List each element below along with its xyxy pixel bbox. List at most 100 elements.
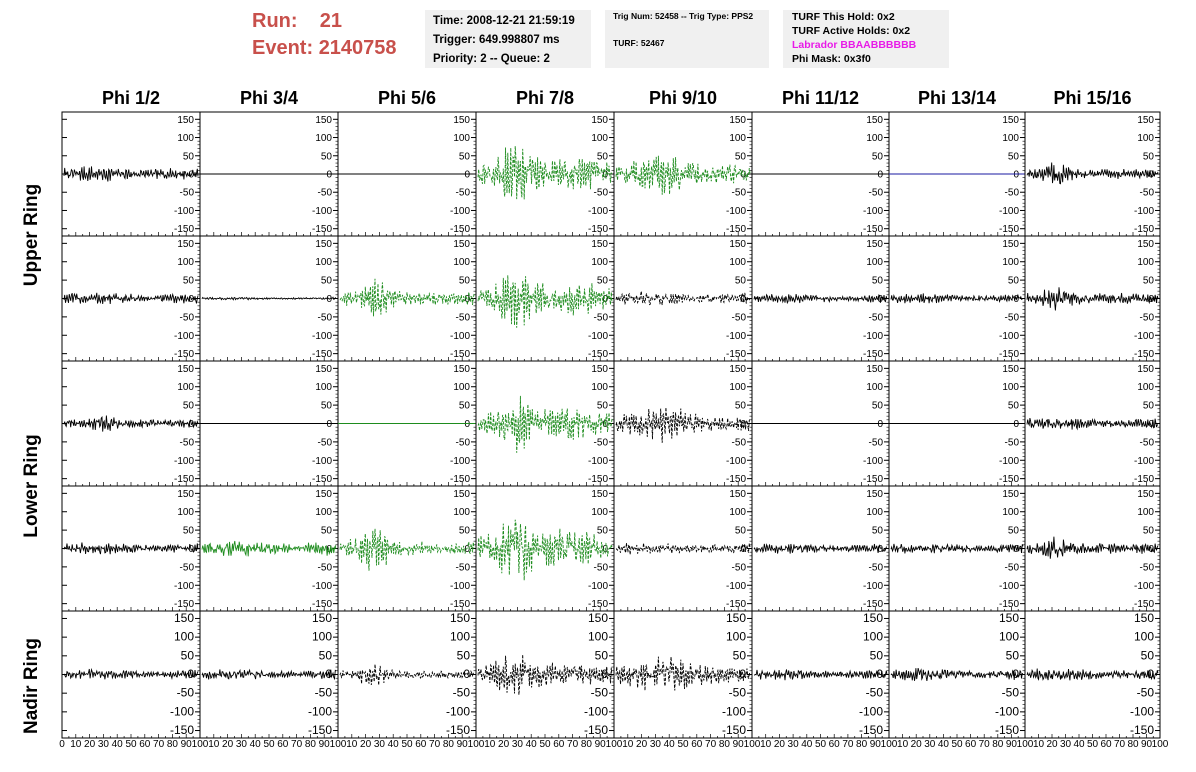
x-tick-label: 10 bbox=[760, 739, 772, 750]
y-tick-label: 0 bbox=[326, 544, 332, 555]
y-tick-label: 50 bbox=[321, 526, 333, 537]
x-tick-label: 70 bbox=[842, 739, 854, 750]
y-tick-label: -50 bbox=[315, 686, 333, 700]
x-tick-label: 70 bbox=[979, 739, 991, 750]
x-tick-label: 70 bbox=[567, 739, 579, 750]
y-tick-label: 0 bbox=[1148, 419, 1154, 430]
y-tick-label: 50 bbox=[1008, 526, 1020, 537]
waveform-trace bbox=[63, 415, 199, 432]
y-tick-label: 100 bbox=[453, 382, 470, 393]
y-tick-label: -50 bbox=[1140, 437, 1155, 448]
y-tick-label: 50 bbox=[183, 276, 195, 287]
y-tick-label: 150 bbox=[315, 364, 332, 375]
y-tick-label: -50 bbox=[591, 686, 609, 700]
x-tick-label: 40 bbox=[801, 739, 813, 750]
x-tick-label: 10 bbox=[897, 739, 909, 750]
y-tick-label: 50 bbox=[457, 648, 471, 662]
y-tick-label: -50 bbox=[453, 686, 471, 700]
y-tick-label: -100 bbox=[1134, 456, 1154, 467]
y-tick-label: 0 bbox=[1013, 170, 1019, 181]
x-tick-label: 10 bbox=[1033, 739, 1045, 750]
x-tick-label: 80 bbox=[305, 739, 317, 750]
y-tick-label: 100 bbox=[1002, 507, 1019, 518]
y-tick-label: 50 bbox=[597, 276, 609, 287]
y-tick-label: -150 bbox=[584, 723, 608, 737]
x-tick-label: 20 bbox=[498, 739, 510, 750]
y-tick-label: -50 bbox=[869, 562, 884, 573]
y-tick-label: -100 bbox=[726, 331, 746, 342]
trig-num-text: Trig Num: 52458 -- Trig Type: PPS2 bbox=[613, 11, 754, 21]
y-tick-label: -50 bbox=[732, 312, 747, 323]
y-tick-label: -100 bbox=[726, 456, 746, 467]
y-tick-label: -50 bbox=[1140, 188, 1155, 199]
y-tick-label: -150 bbox=[170, 723, 194, 737]
y-tick-label: -100 bbox=[863, 581, 883, 592]
y-tick-label: -150 bbox=[726, 349, 746, 360]
x-tick-label: 20 bbox=[774, 739, 786, 750]
y-tick-label: 150 bbox=[174, 611, 194, 625]
waveform-trace bbox=[1026, 162, 1159, 185]
y-tick-label: 150 bbox=[177, 239, 194, 250]
x-tick-label: 50 bbox=[539, 739, 551, 750]
y-tick-label: -150 bbox=[450, 224, 470, 235]
y-tick-label: -150 bbox=[312, 224, 332, 235]
y-tick-label: 0 bbox=[464, 419, 470, 430]
y-tick-label: -100 bbox=[995, 704, 1019, 718]
y-tick-label: -100 bbox=[863, 206, 883, 217]
subplot-frame bbox=[61, 235, 201, 362]
y-tick-label: -150 bbox=[174, 349, 194, 360]
x-tick-label: 30 bbox=[98, 739, 110, 750]
y-tick-label: -50 bbox=[869, 188, 884, 199]
y-tick-label: 50 bbox=[1008, 276, 1020, 287]
x-tick-label: 20 bbox=[1046, 739, 1058, 750]
x-tick-label: 50 bbox=[401, 739, 413, 750]
x-tick-label: 20 bbox=[636, 739, 648, 750]
y-tick-label: 50 bbox=[1141, 648, 1155, 662]
subplot-frame bbox=[475, 360, 615, 487]
y-tick-label: -100 bbox=[312, 456, 332, 467]
x-tick-label: 50 bbox=[677, 739, 689, 750]
y-tick-label: 150 bbox=[1134, 611, 1154, 625]
run-event-box: Run: 21 Event: 2140758 bbox=[252, 8, 397, 62]
y-tick-label: -100 bbox=[446, 704, 470, 718]
y-tick-label: 50 bbox=[183, 526, 195, 537]
y-tick-label: 50 bbox=[181, 648, 195, 662]
y-tick-label: -100 bbox=[450, 331, 470, 342]
y-tick-label: 150 bbox=[315, 489, 332, 500]
y-tick-label: -150 bbox=[1134, 474, 1154, 485]
y-tick-label: -50 bbox=[318, 437, 333, 448]
x-tick-label: 80 bbox=[719, 739, 731, 750]
y-tick-label: 150 bbox=[450, 611, 470, 625]
y-tick-label: 150 bbox=[591, 115, 608, 126]
y-tick-label: 50 bbox=[1143, 401, 1155, 412]
y-tick-label: 50 bbox=[735, 276, 747, 287]
y-tick-label: 150 bbox=[1002, 115, 1019, 126]
y-tick-label: -150 bbox=[1134, 224, 1154, 235]
x-tick-label: 30 bbox=[236, 739, 248, 750]
x-tick-label: 20 bbox=[222, 739, 234, 750]
y-tick-label: 150 bbox=[729, 364, 746, 375]
y-tick-label: -50 bbox=[180, 312, 195, 323]
y-tick-label: 150 bbox=[315, 239, 332, 250]
y-tick-label: 100 bbox=[729, 507, 746, 518]
column-title: Phi 1/2 bbox=[102, 88, 160, 108]
waveform-trace bbox=[1026, 417, 1159, 431]
y-tick-label: 150 bbox=[1137, 115, 1154, 126]
y-tick-label: 0 bbox=[740, 170, 746, 181]
y-tick-label: 100 bbox=[999, 630, 1019, 644]
y-tick-label: -150 bbox=[174, 474, 194, 485]
run-label: Run: bbox=[252, 10, 298, 32]
waveform-trace bbox=[753, 293, 888, 305]
y-tick-label: 50 bbox=[321, 276, 333, 287]
x-tick-label: 60 bbox=[415, 739, 427, 750]
x-tick-label: 40 bbox=[250, 739, 262, 750]
y-tick-label: 100 bbox=[1137, 382, 1154, 393]
y-tick-label: 150 bbox=[726, 611, 746, 625]
y-tick-label: -150 bbox=[450, 474, 470, 485]
trigger-text: Trigger: 649.998807 ms bbox=[433, 34, 560, 46]
y-tick-label: -100 bbox=[308, 704, 332, 718]
x-tick-label: 60 bbox=[553, 739, 565, 750]
y-tick-label: 150 bbox=[1137, 239, 1154, 250]
y-tick-label: -50 bbox=[1005, 188, 1020, 199]
